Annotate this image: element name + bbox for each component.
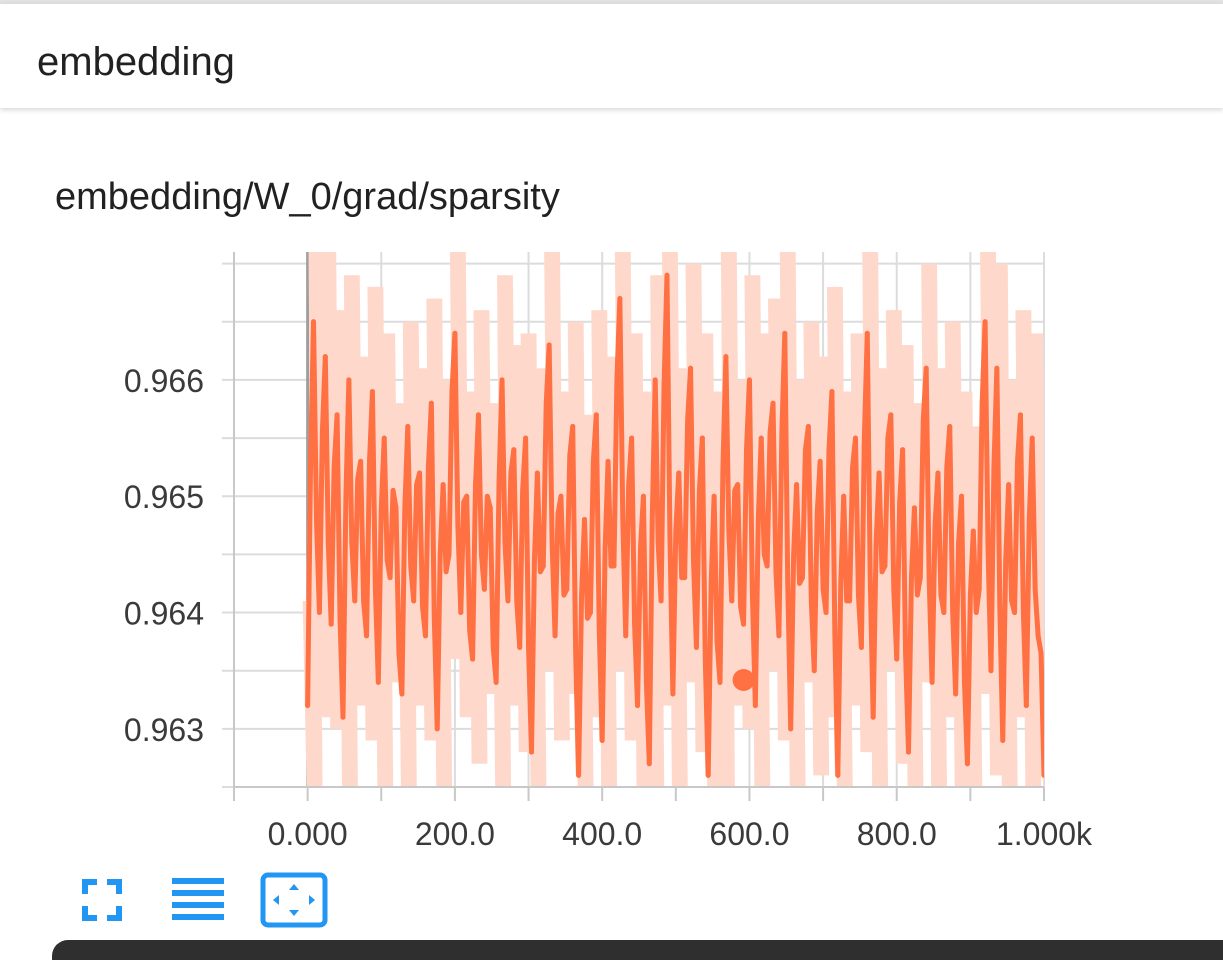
bottom-bar [52, 940, 1223, 960]
y-tick-label: 0.964 [124, 596, 204, 632]
chart-title: embedding/W_0/grad/sparsity [55, 176, 560, 218]
raw-data-band [455, 252, 470, 718]
raw-data-band [438, 379, 453, 787]
menu-lines-icon[interactable] [166, 872, 230, 928]
top-border [0, 0, 1223, 4]
x-tick-label: 200.0 [415, 816, 495, 852]
group-title: embedding [37, 40, 235, 84]
x-tick-label: 600.0 [709, 816, 789, 852]
x-tick-label: 800.0 [857, 816, 937, 852]
y-tick-label: 0.963 [124, 712, 204, 748]
raw-data-band [550, 252, 565, 741]
x-tick-label: 0.000 [268, 816, 348, 852]
chart-labels: 0.963 0.964 0.965 0.966 0.000 200.0 400.0 600.0… [124, 363, 1093, 852]
y-tick-label: 0.966 [124, 363, 204, 399]
raw-data-band [603, 356, 618, 787]
raw-data-band [726, 252, 741, 706]
raw-data-band [874, 368, 889, 787]
x-tick-label: 400.0 [562, 816, 642, 852]
series-line [305, 272, 1044, 778]
fullscreen-icon[interactable] [74, 872, 130, 928]
x-tick-label: 1.000k [996, 816, 1093, 852]
group-header[interactable]: embedding [0, 4, 1223, 108]
smoothed-series [305, 272, 1044, 778]
y-tick-label: 0.965 [124, 479, 204, 515]
chart-axes [233, 252, 1045, 801]
raw-data-band [532, 368, 547, 787]
highlight-point [732, 669, 755, 691]
fit-domain-icon[interactable] [260, 872, 328, 928]
